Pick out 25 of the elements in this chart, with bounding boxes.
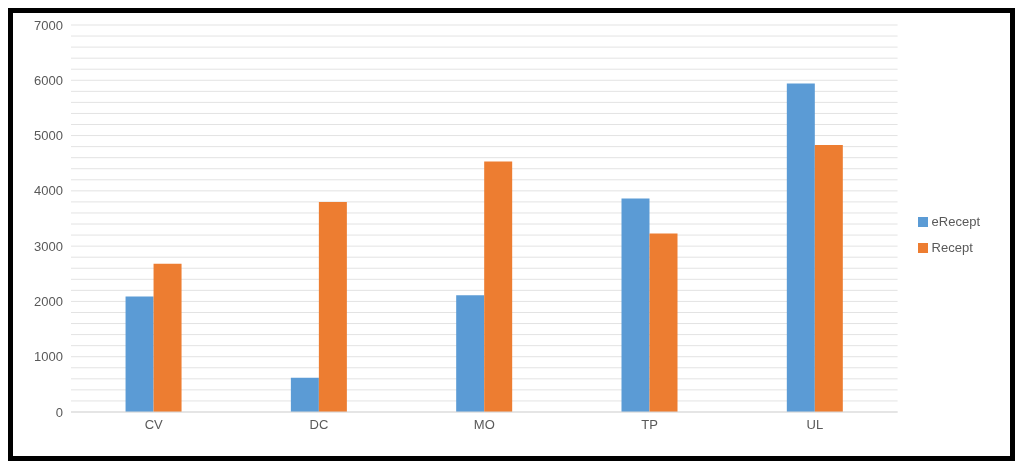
y-tick-label: 7000	[34, 17, 63, 33]
bar	[318, 201, 347, 412]
bar	[153, 263, 182, 412]
x-tick-label: MO	[473, 417, 495, 433]
legend-label: eRecept	[931, 213, 980, 229]
bar	[484, 161, 513, 412]
y-tick-label: 1000	[34, 349, 63, 365]
y-tick-label: 3000	[34, 238, 63, 254]
y-tick-label: 6000	[34, 72, 63, 88]
x-tick-label: DC	[309, 417, 329, 433]
y-tick-label: 2000	[34, 294, 63, 310]
bar	[649, 233, 678, 412]
x-tick-label: TP	[641, 417, 658, 433]
bar	[456, 295, 485, 412]
bar	[786, 83, 815, 412]
bar	[621, 198, 650, 412]
x-tick-label: CV	[144, 417, 164, 433]
y-tick-label: 0	[55, 404, 63, 420]
legend-label: Recept	[931, 239, 973, 255]
bar	[125, 296, 154, 412]
y-tick-label: 4000	[34, 183, 63, 199]
bar	[814, 144, 843, 412]
x-tick-label: UL	[806, 417, 824, 433]
y-tick-label: 5000	[34, 128, 63, 144]
bar	[290, 377, 319, 412]
